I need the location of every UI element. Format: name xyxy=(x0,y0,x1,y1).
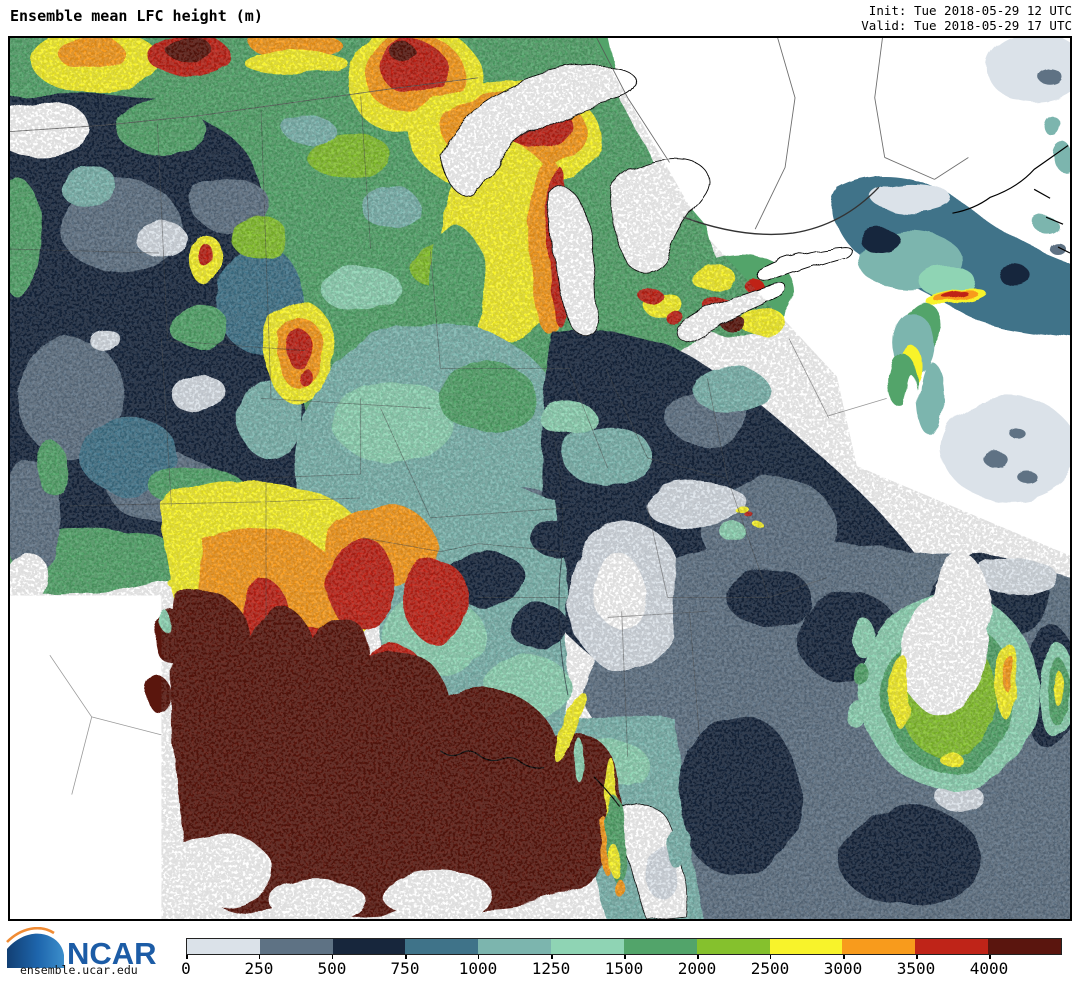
colorbar-segment xyxy=(478,939,552,954)
colorbar-tick-label: 1000 xyxy=(458,959,498,978)
colorbar-tick-label: 750 xyxy=(390,959,420,978)
colorbar-segment xyxy=(988,939,1061,954)
colorbar-tick xyxy=(186,955,188,959)
colorbar-segment xyxy=(696,939,770,954)
colorbar-tick xyxy=(624,955,626,959)
page-title: Ensemble mean LFC height (m) xyxy=(10,7,263,25)
site-url: ensemble.ucar.edu xyxy=(20,963,138,977)
ncar-logo-text: NCAR xyxy=(67,936,157,971)
colorbar-tick-label: 4000 xyxy=(969,959,1009,978)
colorbar-tick xyxy=(769,955,772,959)
colorbar-tick xyxy=(331,955,334,959)
colorbar-tick-label: 500 xyxy=(317,959,347,978)
colorbar-segment xyxy=(551,939,624,954)
colorbar-tick xyxy=(258,955,261,959)
colorbar-tick xyxy=(551,955,553,959)
colorbar-tick xyxy=(697,955,699,959)
colorbar-ticks: 0 250 500 750 1000 1250 1500 2000 2500 3000 3500 40… xyxy=(181,955,1062,981)
colorbar-tick-label: 2500 xyxy=(750,959,790,978)
colorbar-segment xyxy=(259,939,333,954)
colorbar-tick xyxy=(843,955,845,959)
colorbar: 0 250 500 750 1000 1250 1500 2000 2500 3000 3500 40… xyxy=(181,938,1062,981)
colorbar-segment xyxy=(332,939,406,954)
colorbar-tick-label: 1500 xyxy=(604,959,644,978)
weather-map xyxy=(8,36,1072,921)
colorbar-tick-label: 3000 xyxy=(823,959,863,978)
colorbar-segment xyxy=(623,939,697,954)
map-svg xyxy=(10,38,1070,919)
ncar-logo: NCAR xyxy=(6,926,181,971)
colorbar-segment xyxy=(915,939,989,954)
colorbar-segment xyxy=(842,939,916,954)
colorbar-tick xyxy=(989,955,991,959)
colorbar-segment xyxy=(187,939,260,954)
init-time: Init: Tue 2018-05-29 12 UTC xyxy=(868,3,1072,18)
colorbar-tick-label: 2000 xyxy=(677,959,717,978)
run-times: Init: Tue 2018-05-29 12 UTC Valid: Tue 2… xyxy=(861,3,1072,33)
colorbar-tick xyxy=(405,955,407,959)
colorbar-tick-label: 250 xyxy=(244,959,274,978)
colorbar-tick-label: 1250 xyxy=(531,959,571,978)
colorbar-tick-label: 0 xyxy=(181,959,191,978)
colorbar-segment xyxy=(405,939,479,954)
valid-time: Valid: Tue 2018-05-29 17 UTC xyxy=(861,18,1072,33)
colorbar-tick xyxy=(916,955,918,959)
ncar-swoosh-icon xyxy=(7,933,64,968)
colorbar-tick xyxy=(477,955,480,959)
colorbar-tick-label: 3500 xyxy=(896,959,936,978)
colorbar-bar xyxy=(186,938,1062,955)
colorbar-segment xyxy=(769,939,843,954)
